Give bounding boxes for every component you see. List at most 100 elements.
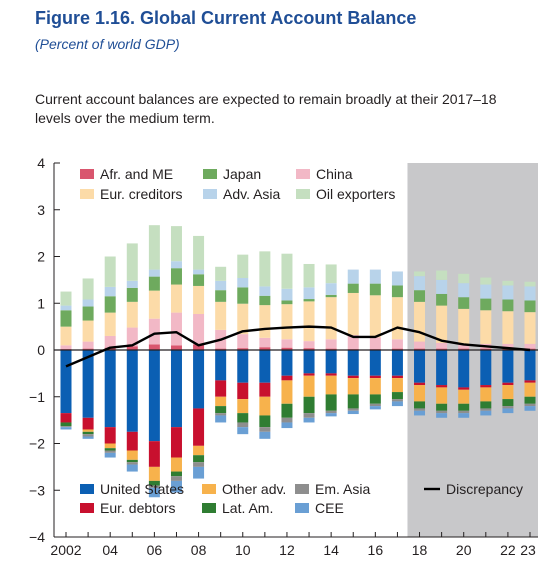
- figure-title: Figure 1.16. Global Current Account Bala…: [35, 8, 417, 28]
- bar-adv-asia-22: [502, 285, 514, 300]
- bar-adv-asia-13: [303, 287, 315, 300]
- bar-china-19: [436, 342, 448, 349]
- bar-cee-09: [215, 415, 227, 423]
- bar-oil-exporters-14: [325, 264, 337, 284]
- figure-description: Current account balances are expected to…: [35, 91, 497, 126]
- bar-adv-asia-23: [524, 286, 536, 301]
- y-tick-label: −4: [29, 529, 45, 545]
- bar-oil-exporters-20: [458, 273, 470, 284]
- bar-lat-am--11: [259, 415, 271, 428]
- bar-oil-exporters-23: [524, 281, 536, 287]
- legend-label: Japan: [223, 166, 261, 182]
- bar-eur-debtors-08: [193, 408, 205, 446]
- bar-adv-asia-15: [347, 269, 359, 284]
- bar-eur-creditors-08: [193, 285, 205, 315]
- bar-united-states-13: [303, 350, 315, 374]
- bar-china-05: [126, 327, 138, 347]
- bar-cee-2002: [60, 427, 72, 430]
- bar-china-11: [259, 337, 271, 348]
- bar-eur-creditors-2002: [60, 326, 72, 346]
- bar-adv-asia-18: [414, 276, 426, 291]
- bar-afr-and-me-06: [148, 344, 160, 350]
- bar-other-adv--03: [82, 429, 94, 432]
- bar-adv-asia-09: [215, 280, 227, 291]
- legend-label: Eur. debtors: [100, 500, 176, 516]
- y-tick-label: 2: [37, 249, 45, 265]
- bar-other-adv--17: [391, 378, 403, 393]
- bar-adv-asia-11: [259, 286, 271, 296]
- bar-china-2002: [60, 345, 72, 350]
- bar-eur-debtors-03: [82, 417, 94, 430]
- bar-united-states-07: [170, 350, 182, 428]
- bar-japan-08: [193, 274, 205, 286]
- bar-cee-14: [325, 413, 337, 417]
- bar-eur-debtors-23: [524, 380, 536, 383]
- bar-united-states-04: [104, 350, 116, 428]
- bar-eur-creditors-04: [104, 312, 116, 336]
- bar-japan-13: [303, 299, 315, 302]
- bar-other-adv--23: [524, 382, 536, 397]
- bar-lat-am--03: [82, 431, 94, 435]
- x-tick-label: 10: [235, 542, 251, 558]
- bar-united-states-22: [502, 350, 514, 383]
- legend-swatch: [203, 169, 217, 179]
- bar-oil-exporters-07: [170, 226, 182, 262]
- bar-other-adv--14: [325, 375, 337, 395]
- bar-other-adv--19: [436, 387, 448, 404]
- bar-eur-debtors-05: [126, 431, 138, 451]
- x-tick-label: 2002: [50, 542, 81, 558]
- bar-cee-10: [237, 427, 249, 435]
- bar-cee-05: [126, 464, 138, 472]
- bar-cee-07: [170, 480, 182, 493]
- bar-cee-18: [414, 410, 426, 416]
- bar-cee-22: [502, 408, 514, 414]
- bar-afr-and-me-09: [215, 348, 227, 350]
- bar-united-states-11: [259, 350, 271, 383]
- bar-cee-20: [458, 413, 470, 418]
- bar-lat-am--19: [436, 403, 448, 411]
- bar-em-asia-23: [524, 403, 536, 407]
- legend-label: China: [316, 166, 353, 182]
- bar-japan-16: [369, 283, 381, 296]
- legend-swatch: [296, 169, 310, 179]
- bar-eur-debtors-07: [170, 427, 182, 458]
- bar-em-asia-03: [82, 434, 94, 437]
- bar-eur-creditors-14: [325, 297, 337, 340]
- bar-lat-am--13: [303, 396, 315, 414]
- bar-afr-and-me-21: [480, 348, 492, 350]
- bar-eur-debtors-11: [259, 382, 271, 397]
- legend-label: Adv. Asia: [223, 186, 281, 202]
- bar-other-adv--04: [104, 443, 116, 449]
- bar-adv-asia-16: [369, 269, 381, 284]
- bar-china-03: [82, 341, 94, 349]
- bar-adv-asia-05: [126, 280, 138, 288]
- bar-japan-07: [170, 268, 182, 285]
- bar-adv-asia-17: [391, 271, 403, 286]
- bar-em-asia-2002: [60, 426, 72, 428]
- legend-label: Eur. creditors: [100, 186, 182, 202]
- bar-em-asia-07: [170, 476, 182, 481]
- bar-afr-and-me-13: [303, 348, 315, 350]
- bar-em-asia-20: [458, 410, 470, 414]
- legend-label: Discrepancy: [446, 481, 523, 497]
- bar-eur-debtors-14: [325, 373, 337, 376]
- bar-cee-04: [104, 452, 116, 458]
- bar-eur-creditors-22: [502, 311, 514, 344]
- bar-eur-creditors-03: [82, 320, 94, 342]
- bar-afr-and-me-05: [126, 346, 138, 350]
- y-tick-label: −2: [29, 436, 45, 452]
- bar-other-adv--22: [502, 385, 514, 400]
- bar-eur-creditors-17: [391, 297, 403, 340]
- x-tick-label: 06: [147, 542, 163, 558]
- bar-china-08: [193, 314, 205, 345]
- bar-other-adv--18: [414, 385, 426, 402]
- bar-other-adv--06: [148, 466, 160, 481]
- bar-japan-04: [104, 296, 116, 313]
- bar-japan-12: [281, 300, 293, 305]
- bar-united-states-15: [347, 350, 359, 376]
- bar-eur-debtors-06: [148, 441, 160, 467]
- bar-lat-am--07: [170, 471, 182, 477]
- bar-cee-06: [148, 487, 160, 498]
- bar-cee-16: [369, 406, 381, 410]
- bar-afr-and-me-03: [82, 348, 94, 350]
